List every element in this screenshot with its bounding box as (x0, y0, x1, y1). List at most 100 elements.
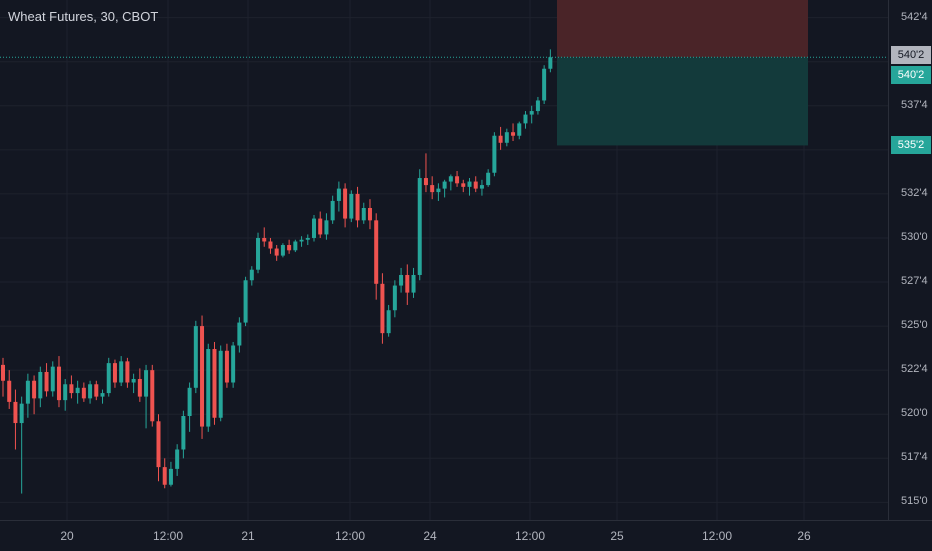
candle-body (504, 132, 509, 143)
time-tick-label: 21 (241, 529, 255, 543)
candle-body (193, 326, 198, 388)
candle-body (249, 269, 254, 281)
candle-body (380, 283, 385, 334)
candle-body (13, 401, 18, 424)
time-axis[interactable]: 20 12:00 21 12:00 24 12:00 25 12:00 26 (0, 520, 932, 551)
candle-body (137, 378, 142, 397)
candle-body (448, 176, 453, 182)
price-tick-label: 525'0 (901, 319, 928, 332)
candle-body (150, 370, 155, 422)
candle-body (69, 384, 74, 394)
candle-body (511, 132, 516, 136)
price-tick-label: 517'4 (901, 451, 928, 464)
candle-body (56, 366, 61, 401)
candle-body (343, 188, 348, 219)
candle-body (305, 237, 310, 240)
candle-body (218, 350, 223, 418)
candle-body (442, 181, 447, 189)
candle-body (355, 193, 360, 221)
candle-body (262, 237, 267, 242)
candle-body (32, 380, 37, 399)
price-tick-label: 530'0 (901, 230, 928, 243)
time-tick-label: 12:00 (701, 529, 733, 543)
candle-body (94, 384, 99, 397)
stop-loss-zone (557, 0, 808, 58)
candle-body (542, 68, 547, 101)
candle-body (181, 416, 186, 450)
time-tick-label: 25 (610, 529, 624, 543)
candle-body (212, 349, 217, 418)
candle-body (75, 387, 80, 394)
candle-body (25, 380, 30, 404)
price-tick-label: 520'0 (901, 407, 928, 420)
candle-body (479, 185, 484, 189)
candle-body (50, 366, 55, 392)
time-tick-label: 20 (60, 529, 74, 543)
entry-price-badge: 540'2 (891, 66, 931, 85)
candle-body (187, 387, 192, 416)
candle-body (299, 239, 304, 242)
price-tick-label: 537'4 (901, 98, 928, 111)
candle-body (473, 181, 478, 189)
take-profit-zone (557, 57, 808, 146)
candle-body (349, 193, 354, 219)
candle-body (81, 387, 86, 399)
candle-body (243, 280, 248, 323)
candle-body (529, 111, 534, 115)
candle-body (405, 274, 410, 293)
price-tick-label: 522'4 (901, 363, 928, 376)
candle-body (430, 185, 435, 193)
time-tick-label: 24 (423, 529, 437, 543)
price-tick-label: 527'4 (901, 275, 928, 288)
candle-body (455, 176, 460, 184)
candle-body (486, 172, 491, 186)
candle-body (399, 274, 404, 286)
candle-body (287, 245, 292, 251)
price-tick-label: 542'4 (901, 10, 928, 23)
candle-body (312, 218, 316, 238)
candle-body (119, 361, 124, 383)
candle-body (423, 178, 428, 186)
time-tick-label: 12:00 (334, 529, 366, 543)
candle-body (274, 248, 279, 256)
candle-body (367, 208, 372, 221)
candle-body (256, 237, 261, 270)
candle-body (237, 322, 242, 346)
candle-body (336, 188, 341, 201)
candle-body (162, 467, 167, 485)
candle-body (386, 310, 391, 334)
candle-body (156, 421, 161, 468)
candle-body (200, 326, 205, 427)
candle-body (63, 384, 68, 401)
candle-body (106, 363, 111, 394)
candle-body (436, 188, 441, 193)
price-tick-label: 532'4 (901, 186, 928, 199)
candle-body (374, 220, 379, 284)
candle-body (112, 363, 117, 383)
price-axis[interactable]: 542'4540'0537'4535'0532'4530'0527'4525'0… (888, 0, 932, 520)
candle-body (417, 178, 422, 275)
candle-body (144, 370, 149, 397)
current-price-badge: 540'2 (891, 46, 931, 65)
price-chart[interactable] (0, 0, 888, 520)
chart-title: Wheat Futures, 30, CBOT (8, 9, 159, 24)
candle-body (324, 220, 329, 235)
candle-body (280, 245, 285, 256)
candle-body (44, 371, 49, 392)
candle-body (268, 241, 273, 249)
candle-body (88, 384, 93, 399)
time-tick-label: 12:00 (514, 529, 546, 543)
candle-body (38, 371, 43, 399)
candle-body (535, 100, 540, 112)
candle-body (206, 349, 211, 427)
candle-body (19, 403, 24, 424)
price-tick-label: 515'0 (901, 495, 928, 508)
candle-body (498, 135, 503, 143)
candle-body (1, 364, 5, 381)
candle-body (523, 114, 528, 124)
candle-body (361, 208, 366, 221)
candle-body (175, 449, 180, 469)
candle-body (231, 345, 236, 383)
time-tick-label: 12:00 (152, 529, 184, 543)
candle-body (100, 393, 105, 397)
